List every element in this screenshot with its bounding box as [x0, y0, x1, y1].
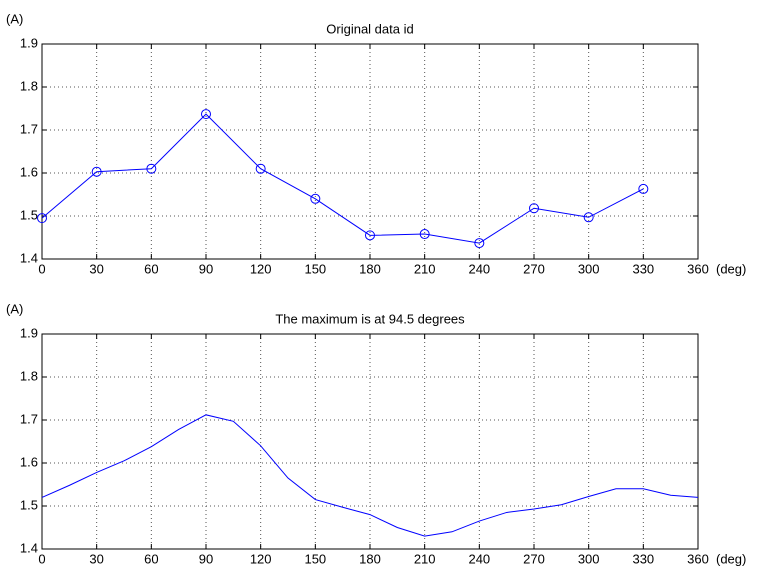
- x-tick-label: 210: [414, 261, 436, 276]
- x-tick-label: 300: [578, 551, 600, 566]
- x-tick-label: 30: [89, 261, 103, 276]
- data-marker: [37, 213, 47, 224]
- x-tick-label: 150: [304, 261, 326, 276]
- y-tick-label: 1.4: [20, 540, 38, 555]
- data-marker: [419, 229, 430, 240]
- x-tick-label: 60: [144, 551, 158, 566]
- data-line: [41, 113, 644, 244]
- plot-area: [42, 334, 698, 549]
- x-tick-label: 0: [38, 261, 45, 276]
- data-marker: [365, 230, 375, 241]
- x-tick-label: 150: [304, 551, 326, 566]
- x-tick-label: 210: [414, 551, 436, 566]
- x-tick-label: 90: [199, 261, 213, 276]
- chart-panel: 1.4 1.5 1.6 1.7 1.8 1.9 0 30 60 90 120 150 180 210 240…: [6, 301, 746, 566]
- x-tick-label: 120: [250, 551, 272, 566]
- data-marker: [310, 193, 321, 204]
- axes-frame: [41, 333, 699, 550]
- y-axis-label: (A): [6, 11, 23, 26]
- x-tick-label: 180: [359, 261, 381, 276]
- x-tick-label: 60: [144, 261, 158, 276]
- x-tick-label: 0: [38, 551, 45, 566]
- x-tick-label: 180: [359, 551, 381, 566]
- data-marker: [91, 166, 102, 177]
- data-marker: [638, 183, 649, 194]
- y-tick-label: 1.6: [20, 164, 38, 179]
- x-axis-label: (deg): [716, 551, 746, 566]
- data-marker: [255, 163, 266, 174]
- plot-area: [42, 44, 698, 259]
- data-marker: [583, 212, 594, 223]
- y-tick-label: 1.5: [20, 497, 38, 512]
- y-tick-label: 1.5: [20, 207, 38, 222]
- y-tick-label: 1.9: [20, 35, 38, 50]
- x-tick-label: 360: [687, 261, 709, 276]
- data-marker: [529, 203, 539, 214]
- x-axis-label: (deg): [716, 261, 746, 276]
- data-line: [41, 414, 699, 537]
- y-tick-label: 1.7: [20, 411, 38, 426]
- chart-title: Original data id: [326, 21, 413, 36]
- x-tick-label: 360: [687, 551, 709, 566]
- y-tick-label: 1.6: [20, 454, 38, 469]
- y-tick-label: 1.7: [20, 121, 38, 136]
- x-tick-label: 330: [632, 551, 654, 566]
- data-marker: [146, 163, 157, 174]
- data-marker: [201, 109, 211, 120]
- x-tick-label: 300: [578, 261, 600, 276]
- chart-panel: 1.4 1.5 1.6 1.7 1.8 1.9 0 30 60 90 120 150 180 210 240…: [6, 11, 746, 276]
- x-tick-label: 270: [523, 551, 545, 566]
- chart-title: The maximum is at 94.5 degrees: [275, 311, 465, 326]
- y-tick-label: 1.9: [20, 325, 38, 340]
- y-tick-label: 1.8: [20, 368, 38, 383]
- x-tick-label: 330: [632, 261, 654, 276]
- x-tick-label: 30: [89, 551, 103, 566]
- x-tick-label: 270: [523, 261, 545, 276]
- data-marker: [474, 238, 485, 249]
- axes-frame: [41, 43, 699, 260]
- y-tick-label: 1.8: [20, 78, 38, 93]
- x-tick-label: 240: [468, 551, 490, 566]
- x-tick-label: 120: [250, 261, 272, 276]
- x-tick-label: 240: [468, 261, 490, 276]
- y-axis-label: (A): [6, 301, 23, 316]
- x-tick-label: 90: [199, 551, 213, 566]
- y-tick-label: 1.4: [20, 250, 38, 265]
